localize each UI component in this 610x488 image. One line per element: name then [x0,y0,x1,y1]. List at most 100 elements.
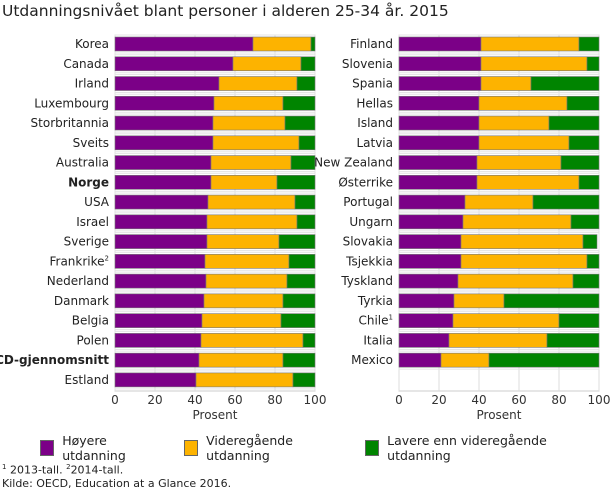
legend-label: Høyere utdanning [62,433,126,463]
x-tick-label: 60 [511,393,526,407]
category-label: Nederland [47,274,109,288]
category-label: Mexico [351,353,393,367]
bar-segment [530,76,600,91]
category-label: OECD-gjennomsnitt [0,353,109,367]
category-label: Slovakia [343,235,393,249]
bar-segment [398,56,482,72]
bar-segment [280,313,316,328]
bar-segment [282,352,316,368]
footnote-marker: 2 [66,463,71,471]
bar-segment [201,313,282,328]
bar-segment [284,115,316,131]
bar-segment [114,115,214,131]
footnote-text: 2014-tall. [70,463,124,477]
x-tick-label: 20 [431,393,446,407]
bar-segment [218,76,298,91]
bar-segment [292,372,316,388]
bar-segment [586,254,600,269]
bar-segment [282,293,316,309]
bar-segment [398,155,478,170]
bar-segment [503,293,600,309]
bar-segment [398,313,454,328]
bar-segment [114,352,200,368]
bar-segment [114,254,206,269]
bar-segment [114,135,214,151]
bar-segment [195,372,294,388]
x-axis-label: Prosent [193,408,238,422]
bar-segment [114,333,202,348]
bar-segment [568,135,600,151]
bar-segment [288,254,316,269]
bar-segment [586,56,600,72]
bar-segment [532,194,600,210]
category-label: Sverige [64,235,109,249]
category-label: Frankrike2 [49,254,109,268]
category-label: Australia [56,156,109,170]
bar-segment [114,56,234,72]
bar-segment [212,135,300,151]
bar-segment [464,194,534,210]
bar-segment [560,155,600,170]
legend-label: Videregående utdanning [206,433,293,463]
category-label: Portugal [343,195,393,209]
bar-segment [114,155,212,170]
x-tick-label: 40 [471,393,486,407]
chart-title: Utdanningsnivået blant personer i aldere… [2,2,449,20]
bar-segment [114,293,205,309]
legend-item-upper-secondary: Videregående utdanning [183,433,341,463]
bar-segment [452,313,560,328]
category-label: Estland [65,373,109,387]
bar-segment [114,273,207,289]
bar-segment [296,76,316,91]
bar-segment [114,214,208,230]
legend-swatch [183,440,199,456]
bar-segment [207,194,296,210]
x-tick-label: 80 [267,393,282,407]
bar-segment [460,254,588,269]
bar-segment [114,76,220,91]
category-label: Luxembourg [34,96,109,110]
bar-segment [398,135,480,151]
bar-segment [300,56,316,72]
bar-segment [198,352,284,368]
category-label: Island [357,116,393,130]
bar-segment [457,273,574,289]
category-label: Irland [75,77,109,91]
bar-segment [398,273,459,289]
legend: Høyere utdanning Videregående utdanning … [40,433,610,463]
bar-segment [232,56,302,72]
category-label: Ungarn [349,215,393,229]
bar-segment [398,76,482,91]
x-tick-label: 100 [588,393,610,407]
category-label: Italia [363,333,393,347]
x-tick-label: 80 [551,393,566,407]
bar-segment [548,115,600,131]
bar-segment [480,56,588,72]
bar-segment [276,175,316,190]
bar-segment [398,194,466,210]
category-label: Canada [63,57,109,71]
bar-segment [114,95,215,111]
legend-item-higher: Høyere utdanning [40,433,160,463]
x-tick-label: 100 [304,393,327,407]
category-label: Polen [77,333,109,347]
category-label: Finland [350,37,393,51]
bar-segment [582,234,598,249]
bar-segment [114,313,203,328]
category-label: Storbritannia [31,116,109,130]
chart-svg: 0 20 40 60 80 100 Prosent Korea Canada Irland Luxe… [0,34,610,422]
bar-segment [572,273,600,289]
category-label: Tyrkia [357,294,393,308]
category-label: Norge [68,175,109,189]
bar-segment [282,95,316,111]
category-label: Spania [352,77,393,91]
category-label: Hellas [356,96,393,110]
bar-segment [578,36,600,52]
x-tick-label: 0 [395,393,403,407]
bar-segment [558,313,600,328]
category-label: Tyskland [340,274,393,288]
category-label: Chile1 [358,314,393,328]
bar-segment [440,352,490,368]
category-label: Korea [75,37,109,51]
